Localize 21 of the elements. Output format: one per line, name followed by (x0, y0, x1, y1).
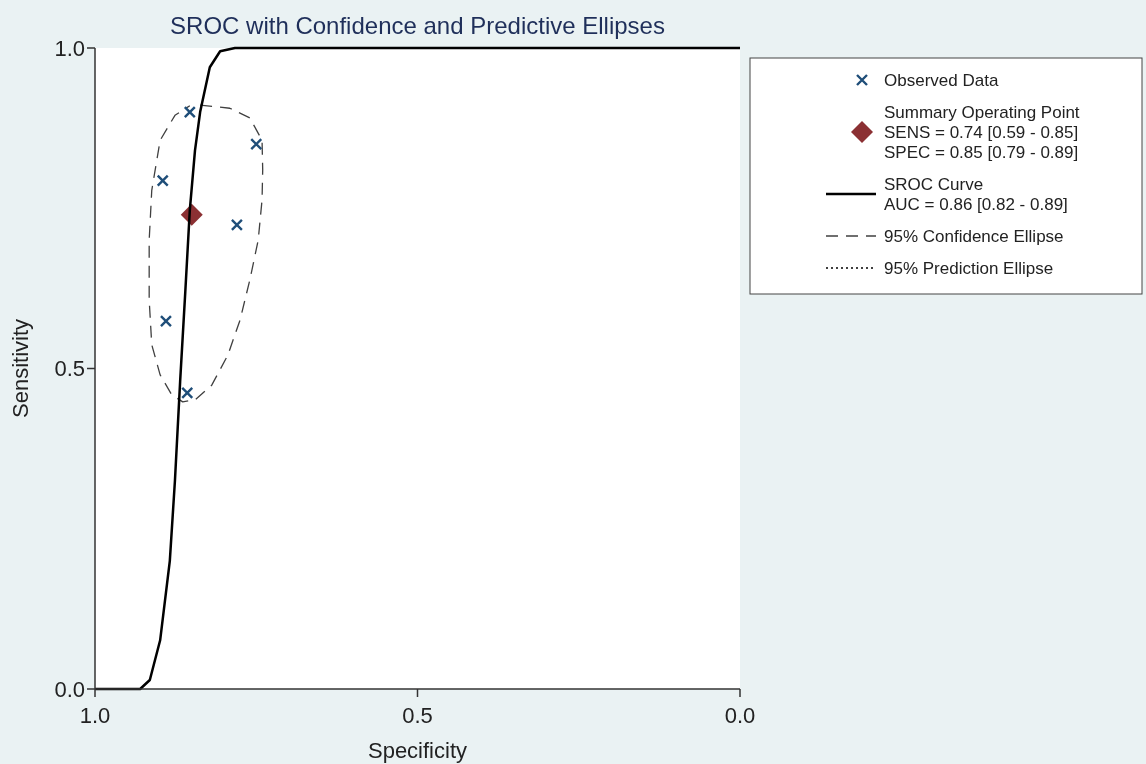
x-tick-label: 1.0 (79, 703, 111, 728)
x-axis-title: Specificity (367, 738, 468, 763)
legend-label: SROC Curve AUC = 0.86 [0.82 - 0.89] (884, 175, 1068, 214)
legend-label: Observed Data (884, 71, 999, 90)
y-tick-label: 1.0 (54, 35, 85, 61)
line-series (148, 104, 264, 403)
point (183, 105, 197, 119)
point (156, 174, 169, 187)
x-tick-label: 0.0 (724, 703, 756, 728)
y-tick-label: 0.5 (54, 356, 85, 382)
legend-label: 95% Prediction Ellipse (884, 259, 1054, 278)
point (250, 137, 263, 151)
y-tick-label: 0.0 (54, 676, 85, 702)
legend-label: Summary Operating Point SENS = 0.74 [0.59 - 0.85] SPEC = 0.85 [0.79 - 0.89] (884, 103, 1080, 162)
point (159, 314, 173, 328)
y-axis-title: Sensitivity (8, 318, 33, 419)
x-tick-label: 0.5 (402, 703, 433, 728)
legend-label: 95% Confidence Ellipse (884, 227, 1064, 246)
point (181, 386, 194, 400)
point (230, 218, 244, 232)
chart-title: SROC with Confidence and Predictive Ellipses (170, 12, 665, 39)
